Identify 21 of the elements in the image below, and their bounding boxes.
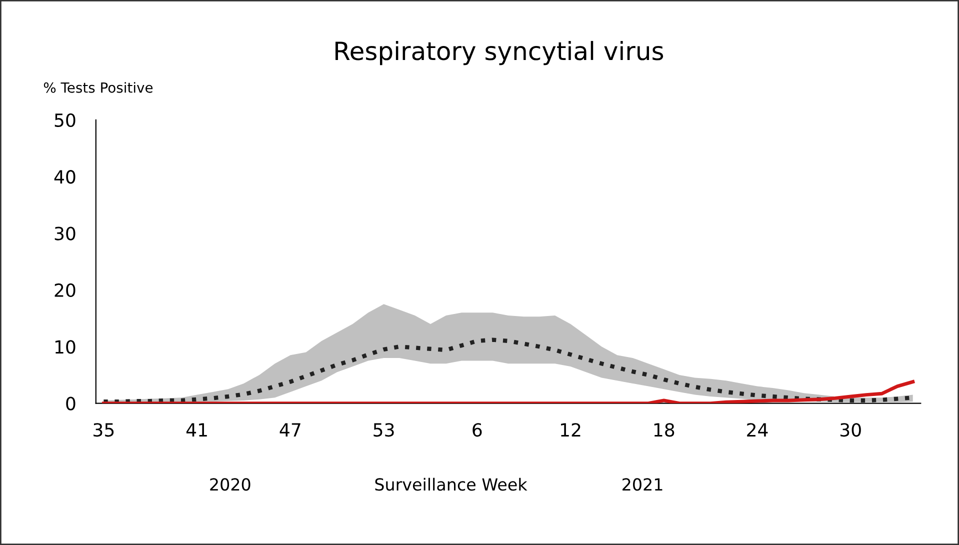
- line-series: [102, 380, 915, 404]
- x-tick-label: 47: [280, 423, 300, 436]
- x-tick-label: 18: [654, 423, 674, 437]
- y-tick-label: 0: [66, 396, 76, 410]
- y-tick-label: 40: [54, 170, 76, 184]
- text: 2021: [622, 478, 662, 491]
- y-tick-label: 30: [54, 226, 76, 240]
- x-axis-title: Surveillance Week: [375, 478, 528, 491]
- y-axis-title: % Tests Positive: [44, 82, 153, 93]
- chart-title: Respiratory syncytial virus: [336, 40, 664, 66]
- x-tick-label: 41: [186, 423, 207, 436]
- x-tick-label: 35: [94, 423, 114, 437]
- x-tick-label: 6: [472, 423, 482, 437]
- y-tick-label: 10: [55, 340, 76, 354]
- x-tick-label: 12: [561, 423, 580, 436]
- y-tick-label: 50: [54, 113, 76, 128]
- x-tick-label: 53: [374, 423, 394, 437]
- text: 2020: [210, 478, 250, 491]
- x-tick-label: 24: [747, 423, 768, 436]
- y-tick-label: 20: [54, 283, 76, 298]
- x-tick-label: 30: [840, 423, 861, 437]
